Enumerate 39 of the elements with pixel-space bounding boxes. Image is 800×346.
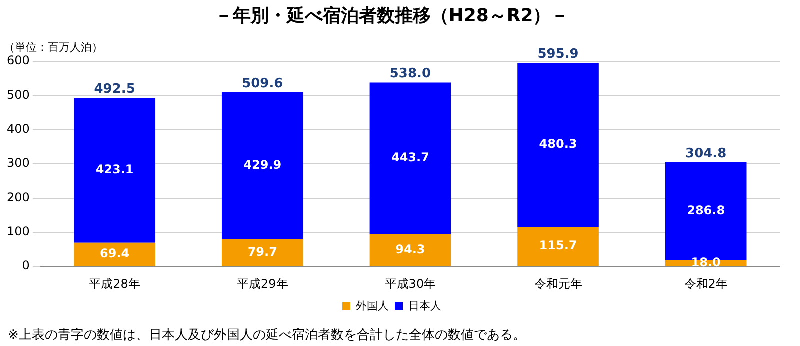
x-tick-label: 平成29年	[236, 276, 288, 291]
total-label: 492.5	[94, 82, 136, 98]
bar	[222, 92, 304, 240]
data-label: 423.1	[96, 162, 134, 177]
data-label: 286.8	[687, 204, 726, 218]
x-tick-label: 令和元年	[534, 276, 582, 291]
bar	[74, 242, 156, 266]
x-tick-label: 令和2年	[684, 276, 728, 291]
data-label: 94.3	[396, 242, 426, 256]
chart-title: －年別・延べ宿泊者数推移（H28～R2）－	[214, 5, 570, 26]
total-label: 509.6	[242, 76, 284, 92]
bar	[518, 227, 599, 266]
text: ※上表の青字の数値は、日本人及び外国人の延べ宿泊者数を合計した全体の数値である。	[8, 326, 526, 343]
y-tick-label: 0	[22, 258, 30, 273]
data-label: 115.7	[539, 238, 578, 253]
total-label: 304.8	[686, 146, 727, 162]
y-tick-label: 300	[7, 156, 30, 170]
total-label: 595.9	[538, 46, 579, 62]
y-axis-title: （単位：百万人泊）	[4, 40, 103, 54]
y-tick-label: 600	[7, 54, 30, 68]
bar	[518, 62, 599, 228]
y-tick-label: 100	[7, 224, 30, 239]
y-tick-label: 400	[7, 122, 30, 136]
bar	[222, 239, 304, 266]
data-label: 429.9	[244, 158, 282, 172]
bar	[370, 82, 452, 234]
data-label: 443.7	[391, 150, 430, 165]
x-tick-label: 平成28年	[89, 276, 140, 291]
bar	[370, 234, 452, 266]
total-label: 538.0	[390, 66, 432, 82]
data-label: 79.7	[248, 244, 278, 259]
legend-label: 外国人	[356, 299, 389, 312]
x-tick-label: 平成30年	[384, 276, 436, 291]
data-label: 480.3	[539, 137, 578, 152]
bar	[74, 98, 156, 243]
legend-label: 日本人	[408, 299, 442, 312]
y-tick-label: 500	[7, 88, 30, 102]
y-tick-label: 200	[7, 190, 30, 204]
data-label: 69.4	[100, 246, 130, 261]
